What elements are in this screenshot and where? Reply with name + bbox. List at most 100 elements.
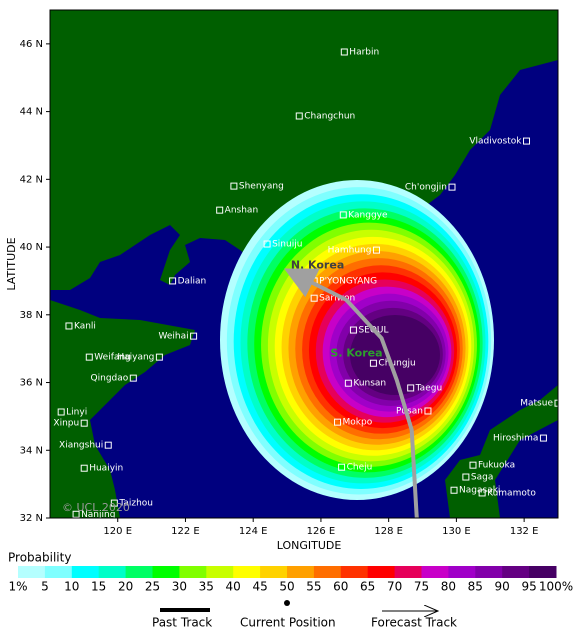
city-marker [85,353,93,361]
y-tick-label: 34 N [20,445,43,456]
city-label: Qingdao [91,374,129,384]
colorbar-swatch [287,566,315,578]
colorbar-label: 80 [441,580,456,594]
city-marker [462,473,470,481]
x-axis-title: LONGITUDE [277,539,342,552]
city-marker [338,463,346,471]
colorbar-swatch [313,566,342,578]
city-label: Cheju [347,463,373,473]
city-label: Changchun [304,112,355,122]
y-tick-label: 42 N [20,174,43,185]
city-marker [295,112,303,120]
city-marker [372,246,380,254]
colorbar-swatch [18,566,46,578]
x-tick-label: 132 E [510,526,539,537]
city-marker [65,322,73,330]
region-label: N. Korea [291,259,344,272]
colorbar-label: 60 [333,580,348,594]
city-label: Weihai [158,332,188,342]
city-marker [263,240,271,248]
city-marker [80,464,88,472]
city-marker [129,374,137,382]
colorbar-swatch [206,566,234,578]
city-label: Mokpo [343,418,373,428]
colorbar-label: 95 [521,580,536,594]
x-tick-label: 120 E [103,526,132,537]
city-label: Saga [471,473,493,483]
city-marker [230,182,238,190]
city-marker [369,359,377,367]
y-axis-title: LATITUDE [5,237,18,290]
legend-label: Forecast Track [371,616,457,630]
y-tick-label: 44 N [20,107,43,118]
city-marker [554,399,558,407]
colorbar-swatch [421,566,449,578]
colorbar-label: 65 [360,580,375,594]
city-label: Linyi [66,407,87,417]
city-marker [539,434,547,442]
city-label: Xinpu [53,419,79,429]
city-marker [344,379,352,387]
colorbar-swatch [233,566,261,578]
land [445,385,558,518]
colorbar-label: 85 [468,580,483,594]
city-label: Haiyang [117,353,154,363]
city-marker [339,211,347,219]
city-label: Dalian [178,276,207,286]
city-marker [424,407,432,415]
city-label: Nanjing [81,510,115,520]
city-marker [523,137,531,145]
colorbar-swatch [394,566,422,578]
city-label: Sinuiju [272,240,302,250]
city-marker [155,353,163,361]
colorbar-swatch [502,566,530,578]
legend-label: Current Position [240,616,336,630]
colorbar-swatch [125,566,153,578]
current-position-symbol [284,600,290,606]
city-marker [407,384,415,392]
colorbar-swatch [98,566,127,578]
legend-label: Past Track [152,616,212,630]
city-marker [450,486,458,494]
city-marker [340,48,348,56]
city-marker [190,332,198,340]
colorbar-swatch [340,566,369,578]
map-frame [49,9,559,519]
city-marker [110,499,118,507]
colorbar-label: 30 [172,580,187,594]
colorbar-swatch [260,566,288,578]
city-label: Fukuoka [478,461,515,471]
city-label: Hiroshima [493,434,538,444]
colorbar-label: 55 [306,580,321,594]
city-marker [448,183,456,191]
colorbar-label: 90 [495,580,510,594]
colorbar-title: Probability [8,551,71,565]
colorbar-label: 25 [145,580,160,594]
colorbar-swatch [152,566,180,578]
cities: Harbin Changchun Vladivostok Shenyang Ch'ong… [53,47,558,520]
region-label: S. Korea [330,347,382,360]
city-label: Kanli [74,321,96,331]
x-tick-label: 126 E [307,526,336,537]
y-tick-label: 32 N [20,513,43,524]
colorbar-swatch [475,566,503,578]
city-marker [216,206,224,214]
city-label: Hamhung [328,246,372,256]
y-tick-label: 36 N [20,378,43,389]
city-label: Kumamoto [487,488,536,498]
x-tick-label: 128 E [374,526,403,537]
probability-band [350,315,440,395]
city-label: Kunsan [353,379,386,389]
colorbar-label: 15 [91,580,106,594]
city-label: Anshan [225,206,258,216]
colorbar-label: 45 [252,580,267,594]
city-marker [80,419,88,427]
city-marker [57,408,65,416]
city-marker [72,510,80,518]
colorbar-label: 40 [226,580,241,594]
colorbar-swatch [367,566,396,578]
colorbar-label: 10 [64,580,79,594]
y-tick-label: 46 N [20,39,43,50]
colorbar-label: 5 [41,580,49,594]
colorbar-label: 75 [414,580,429,594]
